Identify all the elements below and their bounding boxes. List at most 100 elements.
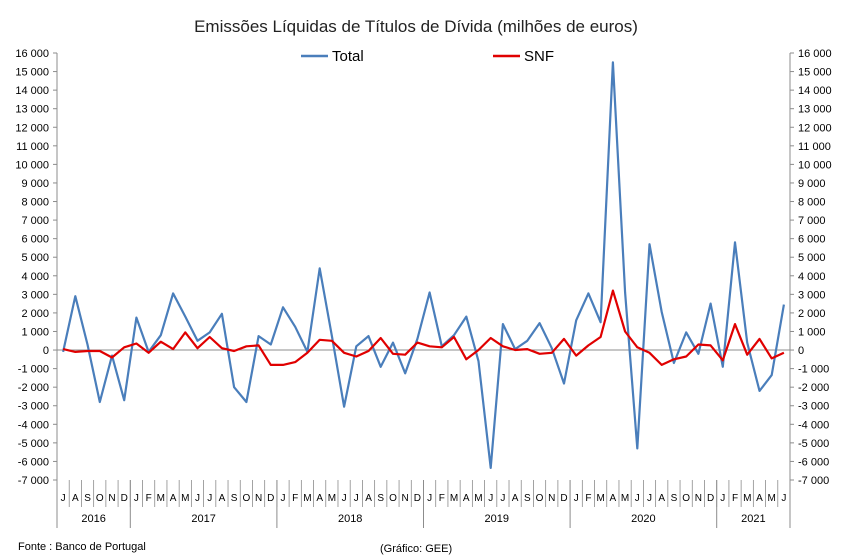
y-tick-label-right: -1 000 bbox=[798, 364, 829, 376]
x-month-label: A bbox=[170, 493, 177, 504]
x-month-label: N bbox=[108, 493, 115, 504]
y-tick-label-left: 13 000 bbox=[15, 104, 49, 116]
axes bbox=[56, 53, 791, 528]
x-month-label: M bbox=[474, 493, 482, 504]
x-month-label: M bbox=[450, 493, 458, 504]
x-month-label: J bbox=[635, 493, 640, 504]
x-year-label: 2019 bbox=[485, 513, 509, 525]
x-year-label: 2016 bbox=[81, 513, 105, 525]
x-month-label: O bbox=[536, 493, 544, 504]
series bbox=[62, 61, 785, 469]
x-month-label: N bbox=[695, 493, 702, 504]
x-month-label: F bbox=[146, 493, 152, 504]
x-month-label: A bbox=[316, 493, 323, 504]
y-tick-label-right: 7 000 bbox=[798, 215, 826, 227]
x-month-label: A bbox=[463, 493, 470, 504]
y-tick-label-left: 3 000 bbox=[21, 289, 49, 301]
x-month-label: J bbox=[281, 493, 286, 504]
x-month-label: O bbox=[389, 493, 397, 504]
x-year-label: 2020 bbox=[631, 513, 655, 525]
y-tick-label-right: 10 000 bbox=[798, 159, 832, 171]
legend: Total SNF bbox=[301, 48, 554, 65]
x-month-label: A bbox=[365, 493, 372, 504]
x-month-label: J bbox=[647, 493, 652, 504]
y-tick-label-left: -7 000 bbox=[18, 475, 49, 487]
x-month-label: A bbox=[658, 493, 665, 504]
y-tick-label-left: -6 000 bbox=[18, 456, 49, 468]
x-month-label: A bbox=[72, 493, 79, 504]
y-tick-label-left: -2 000 bbox=[18, 382, 49, 394]
x-month-label: N bbox=[548, 493, 555, 504]
y-tick-label-left: 7 000 bbox=[21, 215, 49, 227]
y-tick-label-left: 0 bbox=[43, 345, 49, 357]
x-month-label: A bbox=[219, 493, 226, 504]
x-month-label: O bbox=[96, 493, 104, 504]
y-tick-label-left: 15 000 bbox=[15, 67, 49, 79]
y-tick-label-left: 5 000 bbox=[21, 252, 49, 264]
y-tick-label-right: 2 000 bbox=[798, 308, 826, 320]
y-tick-label-left: -5 000 bbox=[18, 438, 49, 450]
x-month-label: M bbox=[181, 493, 189, 504]
y-tick-label-left: -1 000 bbox=[18, 364, 49, 376]
y-tick-label-right: 9 000 bbox=[798, 178, 826, 190]
y-tick-label-right: -3 000 bbox=[798, 401, 829, 413]
y-tick-label-right: 12 000 bbox=[798, 122, 832, 134]
y-tick-label-left: 4 000 bbox=[21, 271, 49, 283]
y-tick-label-right: 15 000 bbox=[798, 67, 832, 79]
credit-note: (Gráfico: GEE) bbox=[380, 543, 452, 555]
x-month-label: F bbox=[292, 493, 298, 504]
x-month-label: J bbox=[781, 493, 786, 504]
y-tick-label-right: 8 000 bbox=[798, 197, 826, 209]
x-month-label: S bbox=[84, 493, 91, 504]
x-month-label: J bbox=[720, 493, 725, 504]
x-year-label: 2018 bbox=[338, 513, 362, 525]
x-month-label: D bbox=[414, 493, 421, 504]
x-month-label: J bbox=[134, 493, 139, 504]
y-tick-label-right: 0 bbox=[798, 345, 804, 357]
y-tick-label-right: 14 000 bbox=[798, 85, 832, 97]
y-tick-label-left: 11 000 bbox=[16, 141, 49, 153]
legend-snf-label: SNF bbox=[524, 48, 554, 65]
x-month-label: S bbox=[377, 493, 384, 504]
x-month-label: D bbox=[267, 493, 274, 504]
x-month-label: J bbox=[488, 493, 493, 504]
x-month-label: N bbox=[402, 493, 409, 504]
x-month-label: F bbox=[439, 493, 445, 504]
x-month-label: M bbox=[303, 493, 311, 504]
x-month-label: F bbox=[732, 493, 738, 504]
y-tick-label-left: 8 000 bbox=[21, 197, 49, 209]
x-month-label: M bbox=[743, 493, 751, 504]
y-tick-label-left: 2 000 bbox=[21, 308, 49, 320]
y-tick-label-right: 4 000 bbox=[798, 271, 826, 283]
y-tick-label-right: -2 000 bbox=[798, 382, 829, 394]
x-month-label: M bbox=[328, 493, 336, 504]
y-tick-label-left: -3 000 bbox=[18, 401, 49, 413]
y-tick-label-left: 16 000 bbox=[15, 48, 49, 60]
x-month-label: J bbox=[342, 493, 347, 504]
y-tick-label-left: 6 000 bbox=[21, 234, 49, 246]
x-month-label: M bbox=[596, 493, 604, 504]
y-tick-label-right: -7 000 bbox=[798, 475, 829, 487]
x-month-label: J bbox=[574, 493, 579, 504]
x-month-label: N bbox=[255, 493, 262, 504]
y-tick-label-right: 16 000 bbox=[798, 48, 832, 60]
x-month-label: J bbox=[354, 493, 359, 504]
x-month-label: J bbox=[61, 493, 66, 504]
x-month-label: J bbox=[195, 493, 200, 504]
x-month-label: J bbox=[207, 493, 212, 504]
y-tick-label-left: -4 000 bbox=[18, 419, 49, 431]
x-month-label: J bbox=[427, 493, 432, 504]
x-month-label: O bbox=[682, 493, 690, 504]
y-tick-label-right: -6 000 bbox=[798, 456, 829, 468]
x-month-label: A bbox=[756, 493, 763, 504]
y-tick-label-left: 12 000 bbox=[15, 122, 49, 134]
x-month-label: S bbox=[671, 493, 678, 504]
x-month-label: D bbox=[560, 493, 567, 504]
y-tick-label-right: -4 000 bbox=[798, 419, 829, 431]
series-line-snf bbox=[62, 289, 785, 366]
y-tick-label-left: 9 000 bbox=[21, 178, 49, 190]
y-tick-label-right: 6 000 bbox=[798, 234, 826, 246]
x-year-label: 2017 bbox=[191, 513, 215, 525]
